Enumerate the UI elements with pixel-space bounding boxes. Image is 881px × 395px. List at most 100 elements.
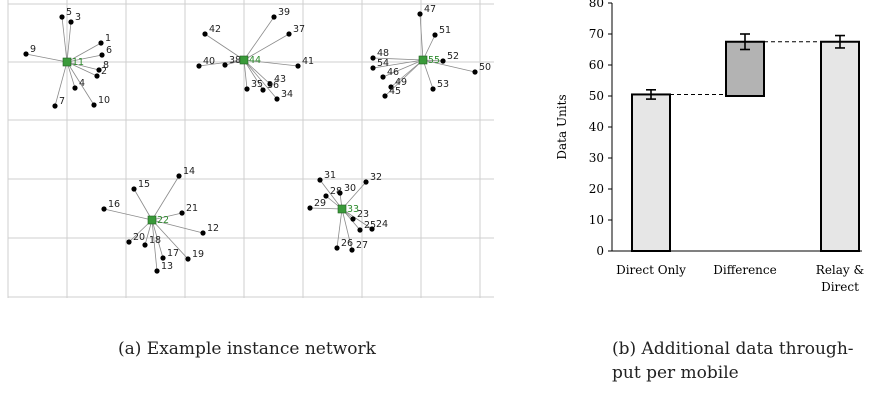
network-link xyxy=(341,208,353,251)
network-link xyxy=(336,208,343,249)
mobile-node xyxy=(185,256,191,262)
relay-hub-label: 44 xyxy=(249,55,261,66)
mobile-node-label: 18 xyxy=(149,235,161,246)
mobile-node-label: 6 xyxy=(106,45,112,56)
network-hubs: 11 44 55 22 33 xyxy=(62,55,440,226)
network-link xyxy=(384,59,424,97)
network-link xyxy=(422,59,476,73)
mobile-node-label: 53 xyxy=(437,79,449,90)
chart-axes: 0 10 20 30 40 50 60 70 80 Data Units xyxy=(555,0,862,258)
bar xyxy=(725,40,765,97)
mobile-node-label: 41 xyxy=(302,56,314,67)
network-link xyxy=(66,61,98,77)
mobile-node-label: 15 xyxy=(138,179,150,190)
network-link xyxy=(243,33,290,61)
mobile-node xyxy=(274,96,280,102)
mobile-node xyxy=(440,58,446,64)
mobile-node-label: 37 xyxy=(293,24,305,35)
mobile-node-label: 4 xyxy=(79,78,85,89)
mobile-node-label: 54 xyxy=(377,58,389,69)
mobile-node xyxy=(295,63,301,69)
relay-hub-label: 33 xyxy=(347,204,359,215)
x-category-labels: Direct Only Difference Relay & Direct xyxy=(616,263,864,294)
mobile-node xyxy=(222,62,228,68)
relay-hub-label: 22 xyxy=(157,215,169,226)
mobile-node xyxy=(417,11,423,17)
mobile-node xyxy=(388,84,394,90)
mobile-node-label: 10 xyxy=(98,95,110,106)
y-tick-label: 40 xyxy=(589,120,604,134)
mobile-node-label: 24 xyxy=(376,219,388,230)
network-link xyxy=(243,59,264,91)
bar xyxy=(820,40,860,252)
mobile-node xyxy=(370,65,376,71)
network-link xyxy=(243,59,299,67)
network-link xyxy=(382,59,424,78)
mobile-node-label: 26 xyxy=(341,238,353,249)
network-link xyxy=(151,212,183,221)
mobile-node-label: 28 xyxy=(330,186,342,197)
mobile-node xyxy=(337,190,343,196)
mobile-node xyxy=(380,74,386,80)
mobile-node-label: 35 xyxy=(251,79,263,90)
mobile-node-label: 29 xyxy=(314,198,326,209)
mobile-node-label: 12 xyxy=(207,223,219,234)
mobile-node xyxy=(350,216,356,222)
x-category-label: Difference xyxy=(713,263,776,277)
relay-hub xyxy=(62,57,72,67)
mobile-node xyxy=(349,247,355,253)
network-link xyxy=(133,188,153,221)
mobile-node-label: 46 xyxy=(387,67,399,78)
mobile-node xyxy=(99,52,105,58)
mobile-node xyxy=(472,69,478,75)
network-link xyxy=(204,33,245,61)
network-link xyxy=(243,59,278,100)
network-link xyxy=(422,59,434,90)
mobile-node-label: 43 xyxy=(274,74,286,85)
mobile-node xyxy=(176,173,182,179)
mobile-node xyxy=(369,226,375,232)
mobile-node-label: 34 xyxy=(281,89,293,100)
mobile-node-label: 7 xyxy=(59,96,65,107)
mobile-node xyxy=(179,210,185,216)
mobile-node-label: 3 xyxy=(75,12,81,23)
y-tick-label: 0 xyxy=(596,244,604,258)
mobile-node-label: 40 xyxy=(203,56,215,67)
network-link xyxy=(103,208,153,221)
network-link xyxy=(151,175,180,221)
network-link xyxy=(309,207,343,210)
network-link xyxy=(319,179,343,210)
network-link xyxy=(243,59,271,85)
mobile-node-label: 47 xyxy=(424,4,436,15)
bar xyxy=(631,93,671,252)
mobile-node xyxy=(286,31,292,37)
network-link xyxy=(66,61,95,106)
mobile-node-label: 39 xyxy=(278,7,290,18)
caption-b-line1: (b) Additional data through- xyxy=(612,339,854,359)
network-link xyxy=(390,59,424,88)
caption-a: (a) Example instance network xyxy=(118,339,376,359)
mobile-node xyxy=(432,32,438,38)
relay-hub xyxy=(147,215,157,225)
mobile-node xyxy=(363,179,369,185)
mobile-node-label: 27 xyxy=(356,240,368,251)
mobile-node-label: 17 xyxy=(167,248,179,259)
relay-hub-label: 55 xyxy=(428,55,440,66)
mobile-node xyxy=(317,177,323,183)
mobile-node-label: 1 xyxy=(105,33,111,44)
mobile-node xyxy=(267,81,273,87)
mobile-node xyxy=(101,206,107,212)
mobile-node xyxy=(334,245,340,251)
x-category-label: Direct Only xyxy=(616,263,686,277)
network-link xyxy=(372,59,424,69)
mobile-node-label: 13 xyxy=(161,261,173,272)
mobile-node xyxy=(196,63,202,69)
mobile-node-label: 49 xyxy=(395,77,407,88)
mobile-node xyxy=(98,40,104,46)
y-tick-label: 50 xyxy=(589,89,604,103)
y-tick-label: 10 xyxy=(589,213,604,227)
mobile-node-label: 42 xyxy=(209,24,221,35)
network-link xyxy=(341,208,373,230)
